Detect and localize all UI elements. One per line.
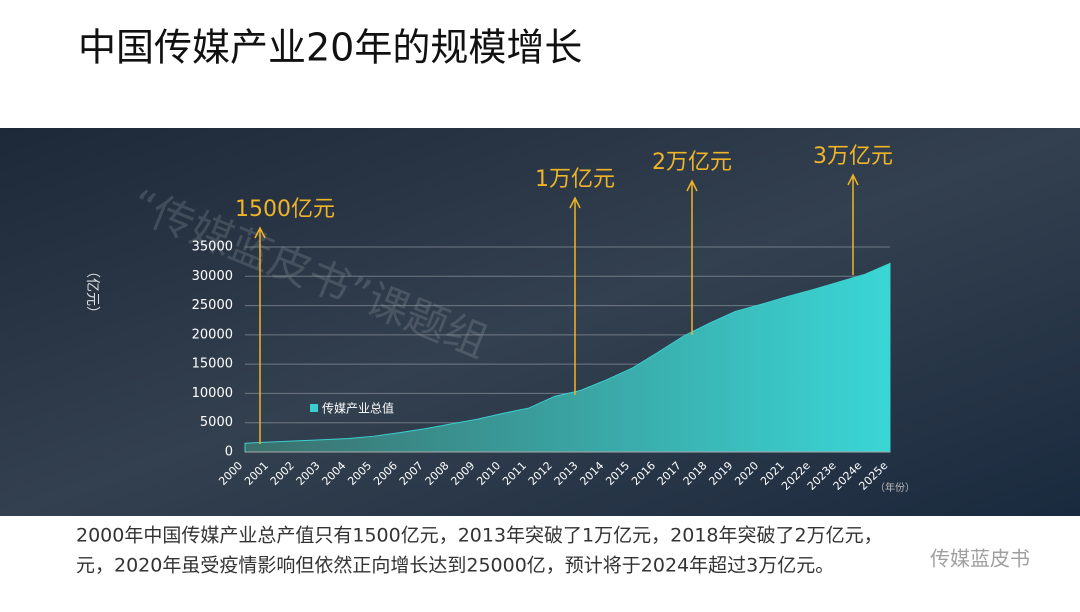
y-tick-label: 20000 (192, 327, 233, 342)
arrow-head (847, 173, 859, 186)
annotation: 2万亿元 (652, 150, 732, 175)
y-tick-label: 30000 (192, 269, 233, 284)
annotation: 3万亿元 (813, 144, 893, 169)
title: 中国传媒产业20年的规模增长 (78, 26, 582, 70)
caption-line: 2000年中国传媒产业总产值只有1500亿元，2013年突破了1万亿元，2018… (76, 525, 883, 547)
y-tick-label: 35000 (192, 240, 233, 255)
arrow-head (569, 196, 581, 209)
y-tick-label: 10000 (192, 386, 233, 401)
area (244, 262, 891, 453)
annotation: 1万亿元 (535, 167, 615, 192)
y-tick-label: 25000 (192, 298, 233, 313)
x-axis-label: （年份） (875, 481, 915, 494)
y-axis-label: （亿元） (84, 264, 100, 320)
legend-swatch (310, 404, 318, 412)
logo-text: 传媒蓝皮书 (930, 547, 1030, 571)
y-tick-label: 5000 (200, 415, 233, 430)
arrow-head (686, 179, 698, 192)
caption-line: 元，2020年虽受疫情影响但依然正向增长达到25000亿，预计将于2024年超过… (76, 555, 834, 577)
y-tick-label: 15000 (192, 357, 233, 372)
legend-label: 传媒产业总值 (322, 401, 394, 416)
annotation: 1500亿元 (235, 197, 335, 222)
y-tick-label: 0 (225, 445, 233, 460)
arrow-head (254, 226, 266, 239)
